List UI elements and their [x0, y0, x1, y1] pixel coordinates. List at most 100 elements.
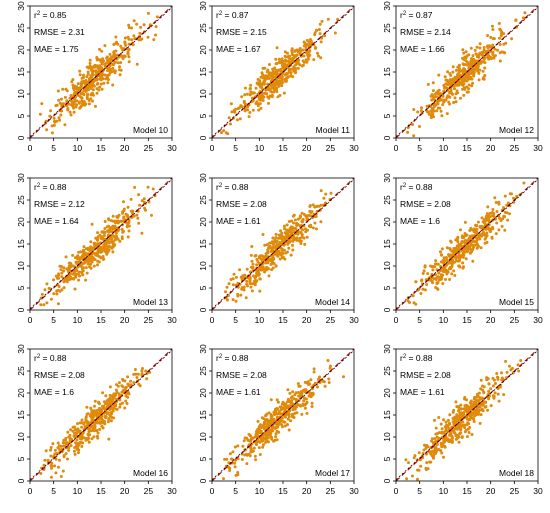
- x-tick-label: 30: [167, 143, 177, 153]
- data-point: [282, 224, 286, 228]
- y-tick-label: 10: [16, 89, 26, 99]
- data-point: [269, 262, 273, 266]
- data-point: [469, 247, 473, 251]
- data-point: [79, 440, 82, 444]
- mae-label: MAE = 1.61: [400, 387, 445, 397]
- data-point: [429, 278, 433, 282]
- data-point: [510, 366, 514, 370]
- data-point: [425, 104, 429, 108]
- data-point: [98, 77, 102, 81]
- data-point: [66, 430, 70, 434]
- data-point: [478, 60, 482, 64]
- data-point: [279, 229, 282, 233]
- data-point: [499, 28, 503, 32]
- data-point: [453, 75, 457, 79]
- data-point: [261, 99, 265, 102]
- data-point: [242, 288, 246, 292]
- data-point: [222, 129, 226, 133]
- data-point: [266, 431, 270, 435]
- data-point: [127, 37, 131, 41]
- data-point: [432, 449, 435, 453]
- data-point: [491, 53, 495, 56]
- data-point: [289, 228, 293, 232]
- data-point: [251, 262, 255, 266]
- data-point: [444, 429, 448, 433]
- data-point: [421, 272, 425, 275]
- data-point: [303, 396, 306, 400]
- data-point: [109, 219, 113, 223]
- data-point: [483, 241, 487, 245]
- rmse-label: RMSE = 2.08: [400, 199, 451, 209]
- data-point: [67, 446, 71, 450]
- data-point: [77, 250, 81, 254]
- data-point: [73, 91, 77, 95]
- data-point: [298, 51, 302, 55]
- data-point: [280, 78, 284, 82]
- data-point: [408, 301, 411, 304]
- data-point: [99, 248, 103, 252]
- data-point: [71, 425, 75, 429]
- data-point: [445, 246, 449, 250]
- data-point: [431, 268, 435, 272]
- x-tick-label: 5: [233, 143, 238, 153]
- data-point: [472, 420, 476, 423]
- data-point: [254, 458, 258, 462]
- data-point: [74, 99, 78, 103]
- data-point: [442, 256, 446, 260]
- data-point: [475, 45, 479, 49]
- data-point: [517, 369, 521, 373]
- data-point: [112, 392, 116, 396]
- y-tick-label: 30: [382, 344, 392, 354]
- data-point: [62, 455, 66, 459]
- data-point: [223, 457, 227, 461]
- data-point: [448, 433, 452, 437]
- data-point: [73, 256, 77, 260]
- x-tick-label: 0: [210, 143, 215, 153]
- data-point: [245, 436, 249, 440]
- data-point: [251, 266, 255, 269]
- data-point: [299, 242, 303, 245]
- data-point: [454, 100, 458, 104]
- scatter-plot: 0 5 10 15 20 25 30 0 5 10 15 20 25 30 r2 = 0.85 RMSE = …: [16, 1, 177, 153]
- data-point: [84, 266, 88, 270]
- data-point: [319, 56, 323, 60]
- data-point: [239, 104, 243, 108]
- data-point: [268, 241, 272, 245]
- data-point: [487, 389, 491, 393]
- data-point: [312, 367, 316, 371]
- data-point: [55, 119, 59, 123]
- x-tick-label: 25: [144, 486, 154, 496]
- data-point: [496, 392, 500, 396]
- data-point: [465, 85, 469, 89]
- scatter-panel: 0 5 10 15 20 25 30 0 5 10 15 20 25 30 r2 = 0.88 RMSE = …: [366, 172, 548, 342]
- data-point: [63, 123, 67, 127]
- data-point: [82, 248, 86, 252]
- data-point: [96, 431, 100, 435]
- y-tick-label: 0: [382, 307, 392, 312]
- data-point: [239, 293, 243, 297]
- data-point: [487, 214, 491, 218]
- data-point: [111, 240, 115, 244]
- data-point: [277, 411, 281, 415]
- data-point: [486, 45, 490, 49]
- data-point: [292, 213, 296, 217]
- data-point: [490, 50, 493, 54]
- data-point: [275, 62, 279, 65]
- data-point: [225, 285, 229, 289]
- data-point: [50, 464, 54, 468]
- data-point: [118, 402, 122, 406]
- data-point: [74, 105, 78, 109]
- data-point: [261, 233, 265, 236]
- data-point: [303, 380, 307, 384]
- data-point: [404, 458, 408, 462]
- y-tick-label: 20: [16, 388, 26, 398]
- data-point: [416, 110, 420, 114]
- data-point: [107, 68, 111, 72]
- data-point: [495, 221, 499, 225]
- data-point: [430, 111, 434, 115]
- data-point: [65, 99, 69, 103]
- data-point: [434, 426, 438, 430]
- x-tick-label: 15: [462, 143, 472, 153]
- data-point: [90, 92, 94, 96]
- y-tick-label: 5: [382, 113, 392, 118]
